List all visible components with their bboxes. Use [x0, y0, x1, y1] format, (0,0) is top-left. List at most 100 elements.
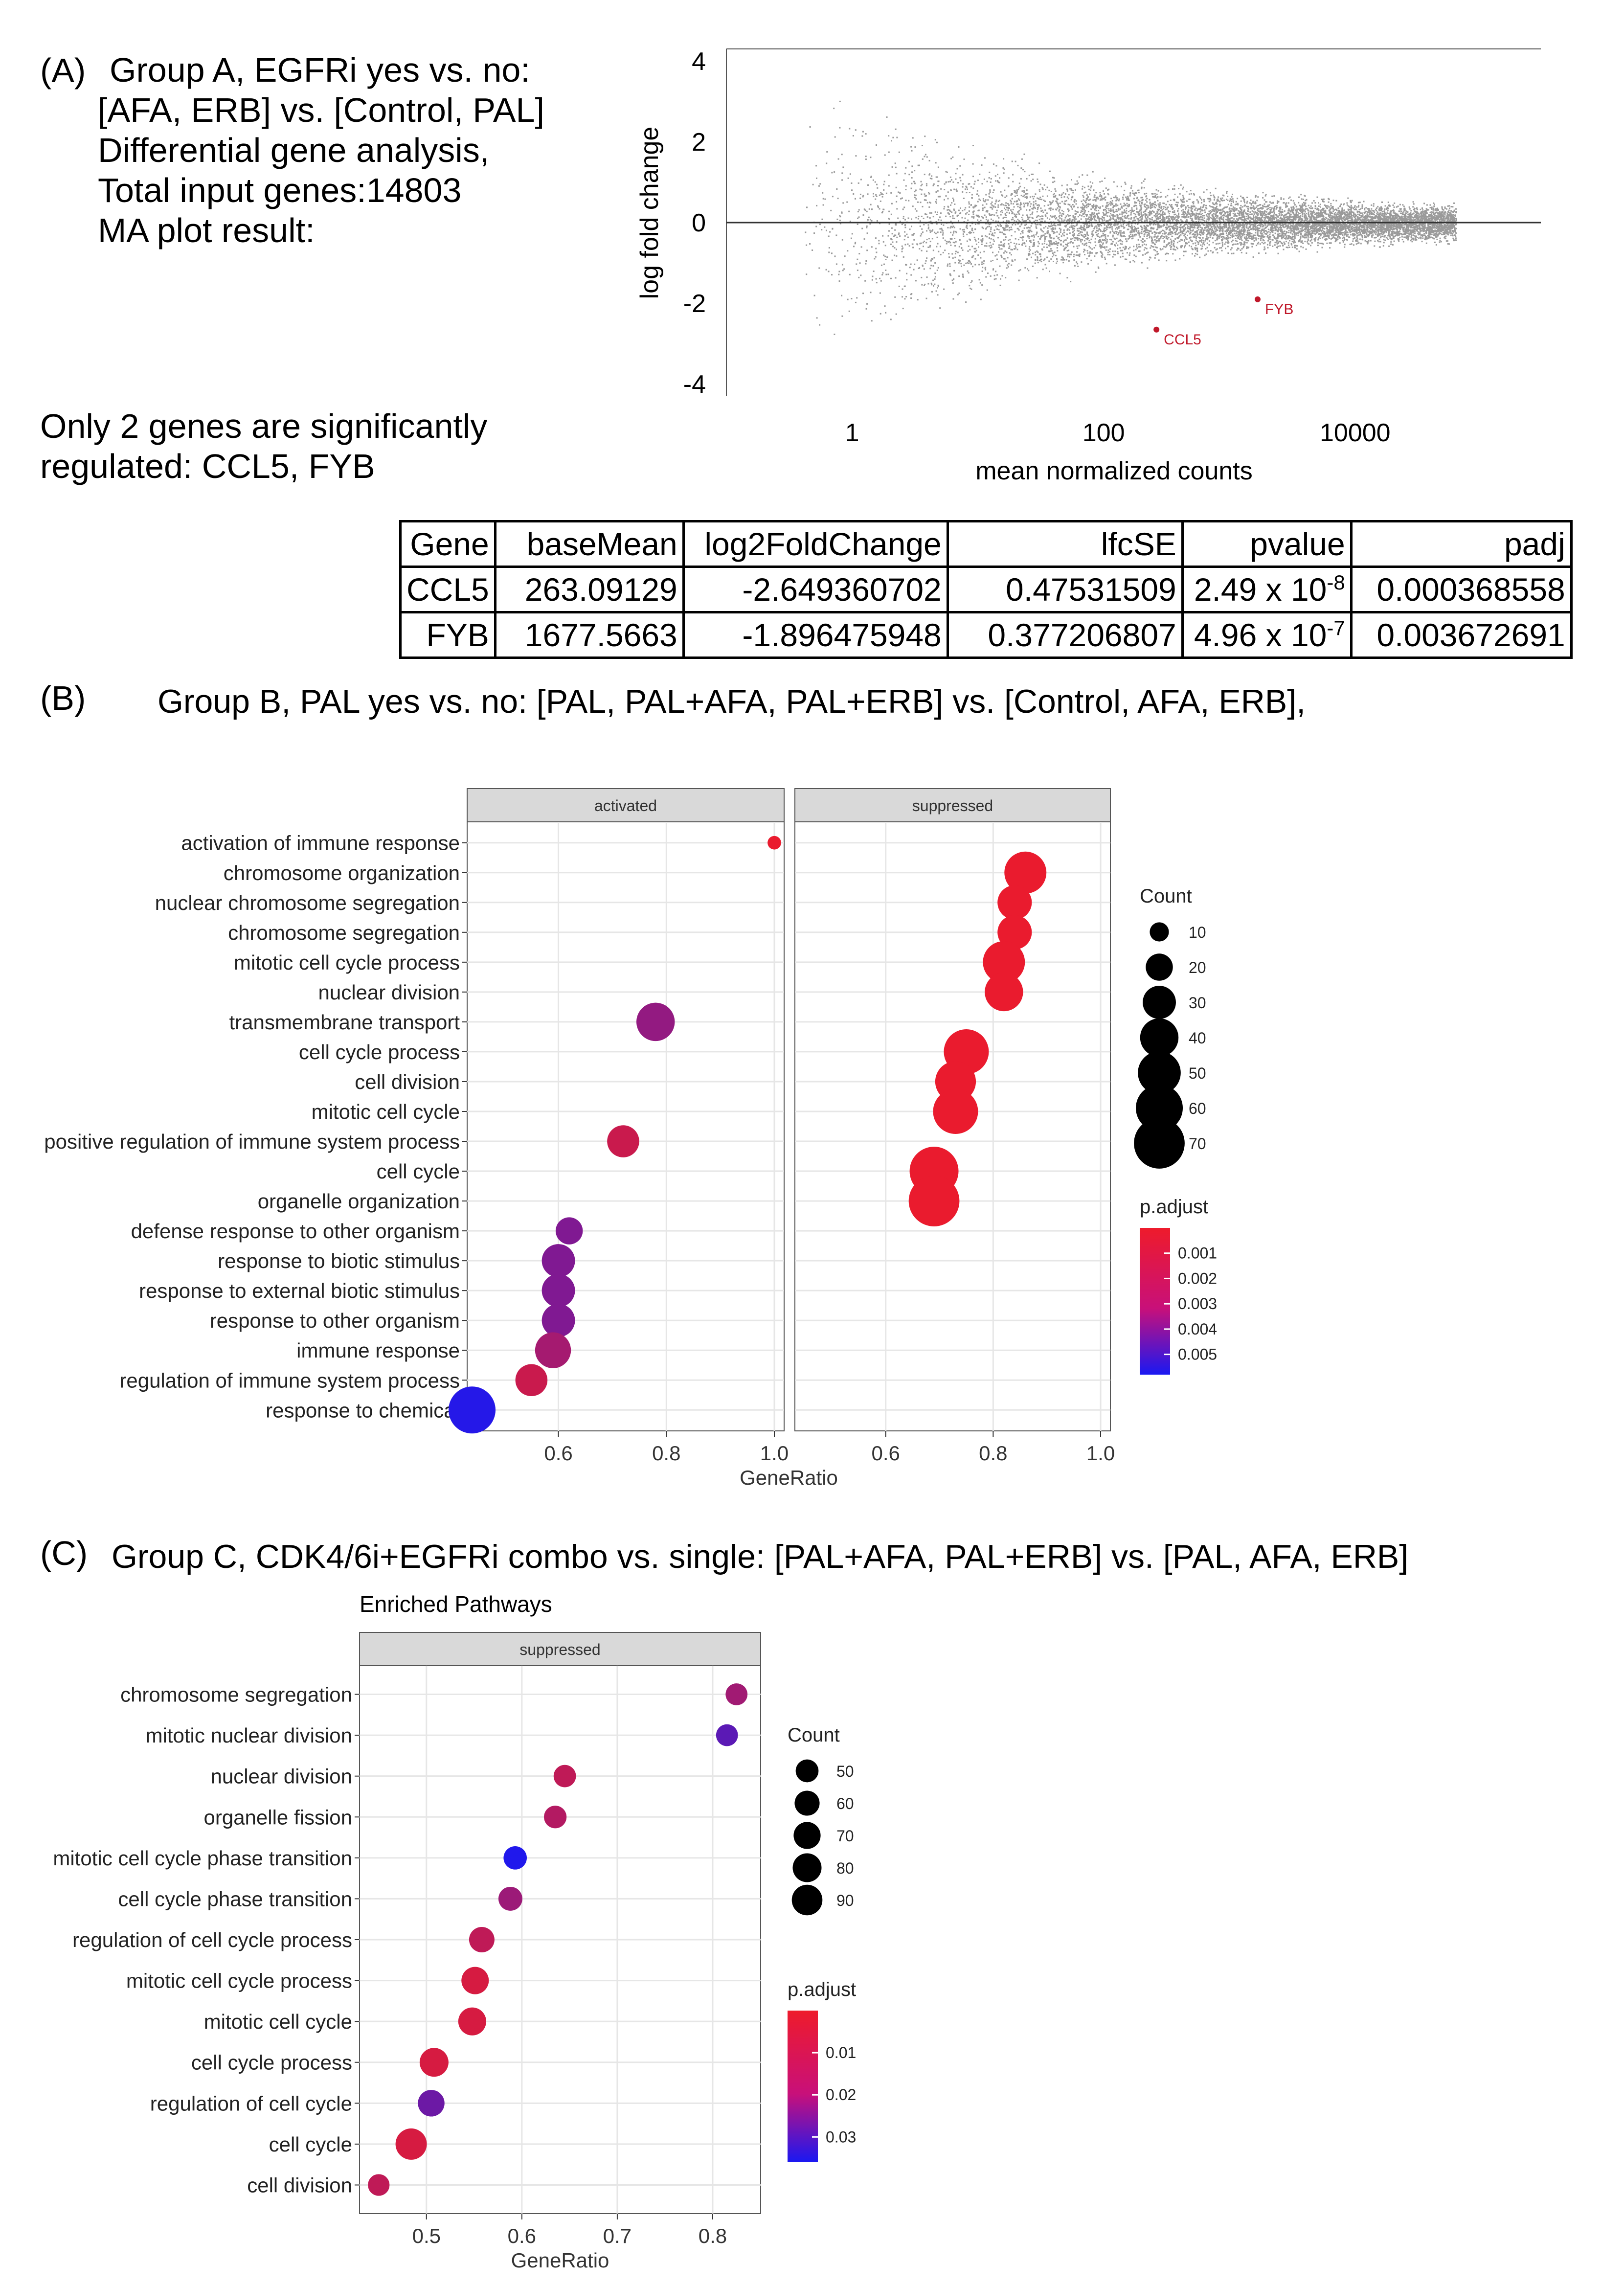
ma-point	[1412, 238, 1414, 240]
ma-point	[1394, 223, 1396, 225]
ma-point	[1330, 242, 1332, 244]
ma-point	[1209, 217, 1211, 219]
ma-point	[1194, 205, 1195, 207]
ma-point	[1075, 200, 1077, 202]
ma-point	[1173, 229, 1175, 231]
ma-point	[1428, 230, 1430, 232]
ma-point	[1108, 208, 1110, 210]
ma-point	[1071, 206, 1073, 208]
ma-point	[1183, 254, 1185, 256]
ma-point	[1021, 190, 1023, 192]
ma-point	[1301, 227, 1303, 229]
ma-point	[927, 247, 929, 248]
ma-point	[1287, 211, 1289, 213]
ma-point	[1390, 233, 1392, 235]
ma-point	[903, 239, 905, 241]
ma-point	[1417, 233, 1419, 235]
ma-point	[1364, 209, 1366, 211]
ma-point	[919, 220, 921, 222]
ma-point	[1048, 225, 1050, 227]
ma-point	[1177, 217, 1179, 219]
ma-point	[1277, 228, 1279, 230]
ma-point	[1184, 233, 1186, 235]
ma-point	[1273, 212, 1275, 214]
ma-point	[1212, 210, 1214, 212]
ma-point	[1065, 226, 1067, 228]
ma-point	[1076, 180, 1078, 182]
ma-point	[962, 210, 964, 212]
panel-a-line: MA plot result:	[98, 211, 315, 249]
ma-point	[1131, 235, 1133, 237]
ma-point	[1288, 208, 1290, 210]
ma-point	[1172, 253, 1174, 255]
ma-point	[873, 193, 874, 195]
ma-point	[1034, 262, 1036, 264]
ma-point	[839, 223, 841, 225]
ma-point	[1194, 255, 1195, 257]
ma-point	[1153, 196, 1155, 198]
ma-point	[877, 187, 879, 189]
ma-point	[1428, 226, 1430, 227]
ma-point	[1227, 220, 1229, 222]
ma-point	[1266, 232, 1268, 234]
ma-point	[1236, 204, 1238, 205]
ma-point	[942, 234, 944, 236]
ma-point	[1023, 206, 1025, 207]
ma-point	[1203, 242, 1205, 244]
ma-point	[1263, 228, 1265, 230]
ma-point	[1239, 229, 1241, 231]
ma-point	[1051, 229, 1053, 231]
ma-point	[914, 191, 916, 193]
ma-point	[1206, 237, 1208, 239]
ma-point	[992, 239, 994, 241]
ma-point	[1050, 258, 1052, 260]
ma-point	[1026, 209, 1028, 211]
ma-point	[1199, 196, 1201, 198]
ma-point	[1246, 225, 1248, 226]
ma-point	[1085, 223, 1087, 225]
ma-point	[1122, 198, 1124, 200]
ma-point	[1377, 232, 1379, 234]
ma-point	[1069, 253, 1071, 255]
ma-point	[1317, 245, 1319, 247]
ma-point	[1305, 248, 1307, 250]
ma-point	[1301, 240, 1303, 242]
ma-point	[1066, 277, 1068, 279]
ma-point	[1374, 225, 1376, 227]
ma-point	[1410, 240, 1412, 242]
ma-point	[1304, 217, 1306, 219]
ma-point	[1227, 196, 1229, 197]
ma-point	[908, 245, 910, 247]
ma-point	[1455, 232, 1457, 234]
ma-point	[1271, 229, 1273, 231]
ma-point	[1196, 253, 1198, 255]
ma-point	[1198, 240, 1200, 242]
ma-point	[925, 154, 926, 156]
ma-point	[1230, 234, 1232, 236]
ma-point	[1049, 245, 1051, 247]
ma-point	[1212, 242, 1214, 244]
ma-point	[1077, 254, 1079, 256]
ma-point	[870, 204, 872, 205]
ma-point	[1034, 223, 1036, 225]
ma-point	[857, 258, 858, 260]
ma-point	[1364, 236, 1366, 238]
ma-point	[1384, 223, 1386, 225]
ma-point	[1208, 219, 1210, 221]
ma-point	[855, 301, 857, 303]
ma-point	[1151, 237, 1153, 239]
ma-point	[947, 226, 949, 228]
ma-point	[936, 246, 938, 248]
ma-point	[1386, 237, 1388, 239]
ma-point	[1401, 234, 1403, 236]
ma-point	[1429, 217, 1431, 219]
ma-point	[1062, 257, 1064, 259]
ma-point	[1239, 224, 1241, 226]
ma-point	[1097, 230, 1099, 232]
ma-point	[968, 203, 970, 205]
ma-point	[944, 183, 946, 185]
ma-point	[1106, 205, 1108, 207]
ma-point	[1404, 215, 1406, 217]
ma-point	[1022, 239, 1024, 241]
ma-point	[1083, 212, 1085, 214]
